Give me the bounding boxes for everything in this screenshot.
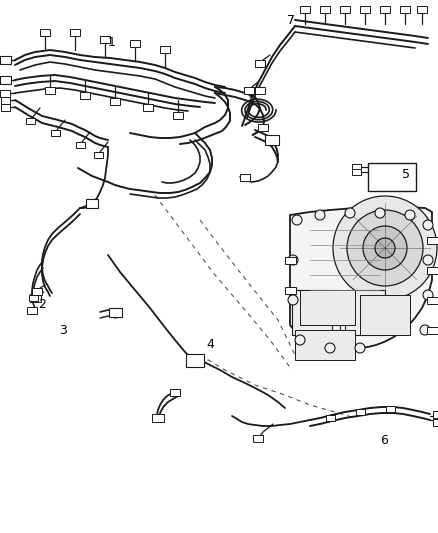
Bar (253, 434, 263, 441)
Bar (325, 415, 335, 421)
Bar (244, 86, 254, 93)
Bar (0, 56, 11, 64)
Circle shape (345, 208, 355, 218)
Bar (240, 174, 250, 181)
Circle shape (295, 335, 305, 345)
Bar (417, 5, 427, 12)
Bar (40, 28, 50, 36)
Bar (0, 90, 10, 96)
Bar (255, 86, 265, 93)
Circle shape (333, 196, 437, 300)
Bar (45, 86, 55, 93)
Bar (170, 389, 180, 395)
Circle shape (355, 343, 365, 353)
Bar (255, 60, 265, 67)
Bar (400, 5, 410, 12)
Circle shape (405, 210, 415, 220)
Bar (0, 96, 10, 103)
Bar (173, 111, 183, 118)
Bar (427, 327, 438, 334)
Bar (356, 409, 364, 415)
Circle shape (315, 210, 325, 220)
Bar (75, 142, 85, 148)
Bar (427, 296, 438, 303)
Text: 7: 7 (287, 13, 295, 27)
Bar (385, 406, 395, 412)
Bar (152, 414, 164, 422)
Circle shape (423, 255, 433, 265)
Bar (285, 287, 296, 294)
Bar (345, 290, 385, 335)
Circle shape (375, 238, 395, 258)
Bar (340, 5, 350, 12)
Bar (186, 353, 204, 367)
Bar (320, 5, 330, 12)
Bar (100, 36, 110, 43)
Text: 6: 6 (380, 433, 388, 447)
Bar (295, 290, 340, 335)
Bar (25, 118, 35, 124)
Circle shape (347, 210, 423, 286)
Bar (352, 169, 360, 175)
Bar (292, 290, 332, 335)
Bar (265, 135, 279, 145)
Bar (0, 103, 10, 110)
Bar (360, 295, 410, 335)
Polygon shape (290, 207, 432, 348)
Circle shape (375, 208, 385, 218)
Bar (80, 92, 90, 99)
Bar (352, 164, 360, 170)
Circle shape (423, 220, 433, 230)
Bar (300, 5, 310, 12)
Bar (427, 237, 438, 244)
Bar (368, 163, 416, 191)
Bar (28, 295, 38, 301)
Bar (433, 410, 438, 417)
Bar (93, 152, 102, 158)
Bar (70, 28, 80, 36)
Bar (300, 290, 355, 325)
Text: 3: 3 (59, 324, 67, 336)
Circle shape (288, 295, 298, 305)
Bar (160, 45, 170, 52)
Bar (295, 330, 355, 360)
Bar (143, 103, 153, 110)
Bar (433, 418, 438, 425)
Bar (27, 306, 37, 313)
Bar (0, 76, 11, 84)
Bar (110, 98, 120, 104)
Circle shape (363, 226, 407, 270)
Bar (360, 5, 370, 12)
Circle shape (423, 290, 433, 300)
Bar (130, 39, 140, 46)
Bar (86, 198, 98, 207)
Circle shape (288, 255, 298, 265)
Bar (285, 256, 296, 263)
Text: 5: 5 (402, 168, 410, 182)
Circle shape (420, 325, 430, 335)
Bar (32, 287, 42, 295)
Bar (29, 294, 40, 302)
Bar (258, 124, 268, 131)
Text: 2: 2 (38, 298, 46, 311)
Bar (380, 5, 390, 12)
Circle shape (292, 215, 302, 225)
Bar (109, 308, 121, 317)
Text: 1: 1 (108, 36, 116, 50)
Text: 4: 4 (206, 338, 214, 351)
Bar (427, 266, 438, 273)
Bar (50, 130, 60, 136)
Circle shape (325, 343, 335, 353)
